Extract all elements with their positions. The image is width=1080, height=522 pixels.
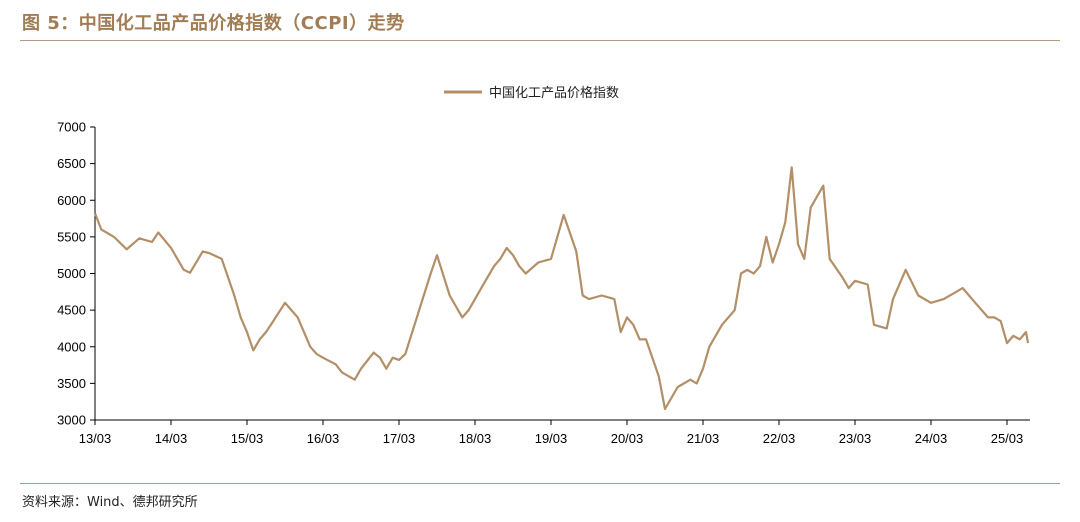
x-tick-label: 22/03 [763, 431, 796, 446]
source-note: 资料来源：Wind、德邦研究所 [22, 495, 198, 510]
x-tick-label: 14/03 [155, 431, 188, 446]
x-tick-label: 25/03 [991, 431, 1024, 446]
x-tick-label: 19/03 [535, 431, 568, 446]
legend-label: 中国化工产品价格指数 [489, 85, 619, 101]
x-tick-label: 16/03 [307, 431, 340, 446]
x-tick-label: 18/03 [459, 431, 492, 446]
x-tick-label: 17/03 [383, 431, 416, 446]
x-tick-label: 20/03 [611, 431, 644, 446]
y-tick-label: 6500 [57, 156, 86, 171]
x-tick-label: 23/03 [839, 431, 872, 446]
y-tick-label: 6000 [57, 193, 86, 208]
x-tick-label: 15/03 [231, 431, 264, 446]
y-tick-label: 5000 [57, 266, 86, 281]
y-tick-label: 4000 [57, 339, 86, 354]
figure-title: 图 5：中国化工品产品价格指数（CCPI）走势 [22, 13, 405, 34]
y-tick-label: 3000 [57, 413, 86, 428]
x-tick-label: 21/03 [687, 431, 720, 446]
footer-divider [20, 483, 1060, 484]
title-divider [20, 40, 1060, 41]
chart-legend: 中国化工产品价格指数 [444, 85, 619, 101]
y-axis: 3000 3500 4000 4500 5000 5500 6000 6500 7000 [57, 120, 96, 428]
x-axis: 13/03 14/03 15/03 16/03 17/03 18/03 19/03 20/03… [79, 419, 1030, 446]
x-tick-label: 24/03 [915, 431, 948, 446]
y-tick-label: 7000 [57, 120, 86, 135]
x-tick-label: 13/03 [79, 431, 112, 446]
y-tick-label: 3500 [57, 376, 86, 391]
series-line-ccpi [93, 166, 1030, 411]
y-tick-label: 5500 [57, 229, 86, 244]
y-tick-label: 4500 [57, 303, 86, 318]
